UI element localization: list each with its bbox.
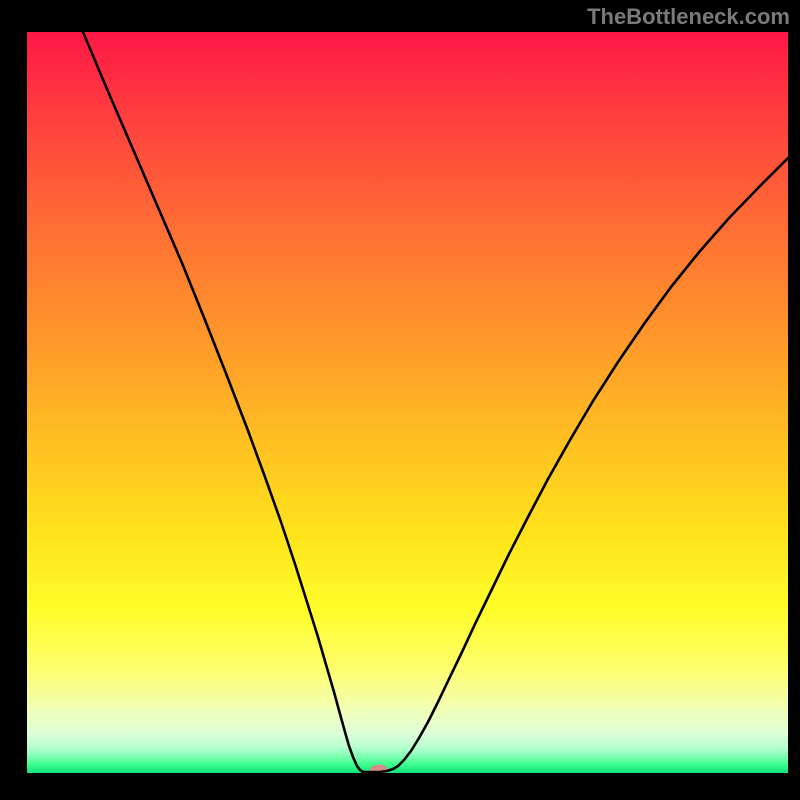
gradient-background (27, 32, 788, 773)
bottleneck-chart (27, 32, 788, 773)
watermark-text: TheBottleneck.com (587, 4, 790, 30)
chart-container: { "watermark": { "text": "TheBottleneck.… (0, 0, 800, 800)
